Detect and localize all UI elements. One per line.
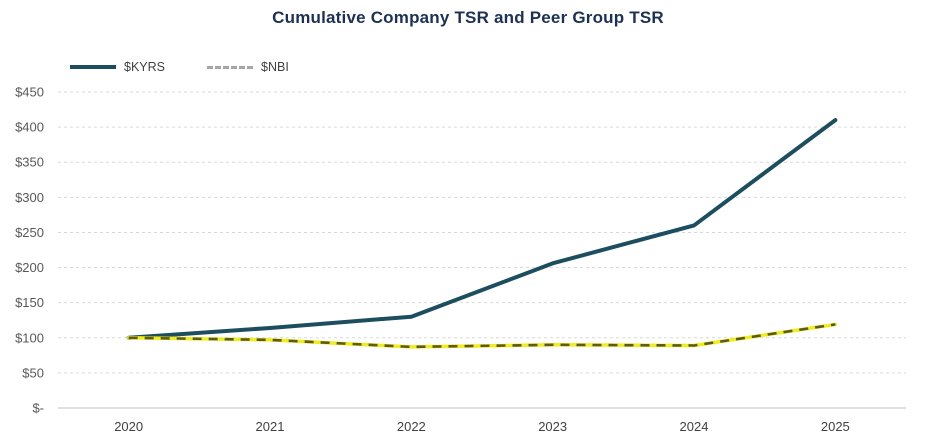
svg-text:$50: $50 xyxy=(22,365,44,380)
kyrs-legend-label: $KYRS xyxy=(124,60,165,74)
chart-title: Cumulative Company TSR and Peer Group TS… xyxy=(272,8,664,27)
svg-text:$450: $450 xyxy=(15,85,44,100)
kyrs-line-swatch-icon xyxy=(70,65,116,69)
svg-text:2024: 2024 xyxy=(680,419,709,434)
nbi-legend-label: $NBI xyxy=(261,60,289,74)
svg-text:2022: 2022 xyxy=(397,419,426,434)
svg-text:$200: $200 xyxy=(15,260,44,275)
svg-text:2025: 2025 xyxy=(821,419,850,434)
svg-text:$350: $350 xyxy=(15,155,44,170)
legend-item-kyrs: $KYRS xyxy=(70,60,165,74)
svg-text:2020: 2020 xyxy=(114,419,143,434)
legend-item-nbi: $NBI xyxy=(207,60,289,74)
legend: $KYRS $NBI xyxy=(70,60,289,74)
svg-text:$400: $400 xyxy=(15,120,44,135)
nbi-line-swatch-icon xyxy=(207,65,253,69)
svg-text:$-: $- xyxy=(32,401,44,416)
svg-text:2023: 2023 xyxy=(538,419,567,434)
svg-text:2021: 2021 xyxy=(256,419,285,434)
svg-text:$150: $150 xyxy=(15,295,44,310)
svg-text:$250: $250 xyxy=(15,225,44,240)
svg-text:$100: $100 xyxy=(15,330,44,345)
svg-text:$300: $300 xyxy=(15,190,44,205)
